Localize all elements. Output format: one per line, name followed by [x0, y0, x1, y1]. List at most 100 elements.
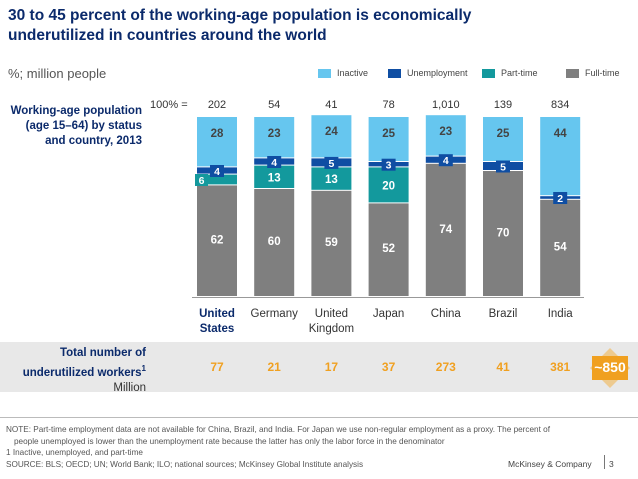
label-box-china-unemployment	[438, 154, 453, 167]
category-label-germany: Germany	[251, 308, 299, 320]
legend-label-full-time: Full-time	[585, 68, 620, 78]
category-label-brazil: Brazil	[489, 308, 518, 320]
category-label-united-kingdom-line1: United	[315, 308, 348, 320]
bar-japan-full-time	[368, 203, 409, 296]
bar-india-full-time	[540, 199, 581, 296]
footer-brand: McKinsey & Company	[508, 459, 592, 469]
label-germany-part-time: 13	[268, 172, 281, 184]
bar-brazil-inactive	[483, 117, 523, 161]
bar-germany-part-time	[254, 165, 295, 188]
totals-label-text: Total number of underutilized workers	[22, 347, 146, 379]
underutilized-total-germany: 21	[267, 360, 281, 374]
label-japan-unemployment: 3	[386, 160, 392, 172]
label-box-brazil-unemployment	[496, 160, 510, 173]
label-japan-inactive: 25	[382, 128, 395, 140]
footer-separator	[604, 455, 605, 469]
footnote-text: 1 Inactive, unemployed, and part-time	[6, 448, 143, 457]
bar-germany-full-time	[254, 189, 295, 296]
legend-label-part-time: Part-time	[501, 68, 538, 78]
population-total-united-kingdom: 41	[325, 99, 337, 111]
population-total-china: 1,010	[432, 99, 460, 111]
label-box-japan-unemployment	[381, 158, 396, 171]
legend-swatch-inactive	[318, 68, 331, 78]
label-japan-full-time: 52	[382, 243, 395, 255]
bar-germany-inactive	[254, 117, 295, 158]
legend-swatch-part-time	[482, 68, 495, 78]
totals-footnote-mark: 1	[141, 364, 146, 373]
label-germany-unemployment: 4	[271, 157, 277, 169]
category-label-united-states-line2: States	[200, 323, 235, 335]
notes-block: NOTE: Part-time employment data are not …	[6, 424, 618, 470]
category-label-india: India	[548, 308, 574, 320]
bar-japan-part-time	[368, 167, 409, 203]
category-label-japan: Japan	[373, 308, 404, 320]
bar-united-kingdom-full-time	[311, 190, 352, 296]
label-united-states-part-time: 6	[199, 175, 205, 187]
population-total-united-states: 202	[208, 99, 226, 111]
underutilized-total-china: 273	[435, 360, 456, 374]
label-germany-full-time: 60	[268, 236, 281, 248]
underutilized-total-india: 381	[550, 360, 571, 374]
bar-brazil-full-time	[483, 171, 523, 296]
label-box-united-states-part-time	[195, 174, 208, 186]
totals-unit: Million	[113, 381, 146, 394]
page-number: 3	[609, 459, 614, 469]
bar-united-kingdom-inactive	[311, 115, 352, 158]
population-total-india: 834	[551, 99, 569, 111]
label-united-kingdom-part-time: 13	[325, 174, 338, 186]
label-germany-inactive: 23	[268, 128, 281, 140]
legend-item-part-time: Part-time	[482, 68, 538, 78]
stacked-bar-chart: 100% =626428202UnitedStates601342354Germ…	[150, 99, 584, 335]
legend-item-inactive: Inactive	[318, 68, 368, 78]
label-india-unemployment: 2	[557, 193, 563, 205]
category-label-united-kingdom-line2: Kingdom	[309, 323, 354, 335]
underutilized-total-brazil: 41	[496, 360, 510, 374]
legend-swatch-unemployment	[388, 68, 401, 78]
chart-subtitle: %; million people	[8, 66, 107, 81]
totals-band	[0, 342, 638, 392]
underutilized-total-united-states: 77	[210, 360, 224, 374]
label-china-inactive: 23	[439, 126, 452, 138]
legend-item-full-time: Full-time	[566, 68, 620, 78]
label-united-kingdom-full-time: 59	[325, 237, 338, 249]
category-label-united-states-line1: United	[199, 308, 235, 320]
label-united-states-inactive: 28	[211, 128, 224, 140]
category-label-china: China	[431, 308, 462, 320]
label-united-kingdom-inactive: 24	[325, 126, 338, 138]
label-united-kingdom-unemployment: 5	[328, 158, 334, 170]
underutilized-total-united-kingdom: 17	[324, 360, 339, 374]
bar-japan-inactive	[368, 117, 409, 161]
label-india-inactive: 44	[554, 128, 567, 140]
label-japan-part-time: 20	[382, 180, 395, 192]
total-badge-shape	[590, 348, 630, 388]
label-brazil-full-time: 70	[497, 228, 510, 240]
hundred-percent-label: 100% =	[150, 99, 188, 111]
bar-china-full-time	[425, 163, 466, 296]
bar-china-inactive	[425, 115, 466, 156]
label-china-full-time: 74	[439, 224, 452, 236]
label-box-india-unemployment	[553, 192, 568, 204]
bar-united-states-full-time	[197, 185, 237, 296]
legend-item-unemployment: Unemployment	[388, 68, 468, 78]
bar-united-states-part-time	[197, 174, 237, 185]
label-united-states-full-time: 62	[211, 234, 224, 246]
label-brazil-unemployment: 5	[500, 162, 506, 174]
legend-label-inactive: Inactive	[337, 68, 369, 78]
population-total-germany: 54	[268, 99, 280, 111]
population-total-brazil: 139	[494, 99, 512, 111]
totals-label: Total number of underutilized workers1 M…	[4, 346, 146, 396]
label-brazil-inactive: 25	[497, 128, 510, 140]
note-text: NOTE: Part-time employment data are not …	[6, 425, 550, 434]
bar-united-kingdom-part-time	[311, 167, 352, 190]
bar-united-states-inactive	[197, 117, 237, 167]
notes-divider	[0, 417, 638, 418]
label-box-united-kingdom-unemployment	[324, 156, 339, 169]
population-total-japan: 78	[382, 99, 394, 111]
bar-india-inactive	[540, 117, 581, 196]
label-united-states-unemployment: 4	[214, 166, 220, 178]
page-title: 30 to 45 percent of the working-age popu…	[8, 7, 472, 44]
underutilized-total-japan: 37	[381, 360, 396, 374]
chart-side-label: Working-age population (age 15–64) by st…	[10, 105, 142, 147]
label-india-full-time: 54	[554, 241, 567, 253]
source-text: SOURCE: BLS; OECD; UN; World Bank; ILO; …	[6, 459, 364, 469]
